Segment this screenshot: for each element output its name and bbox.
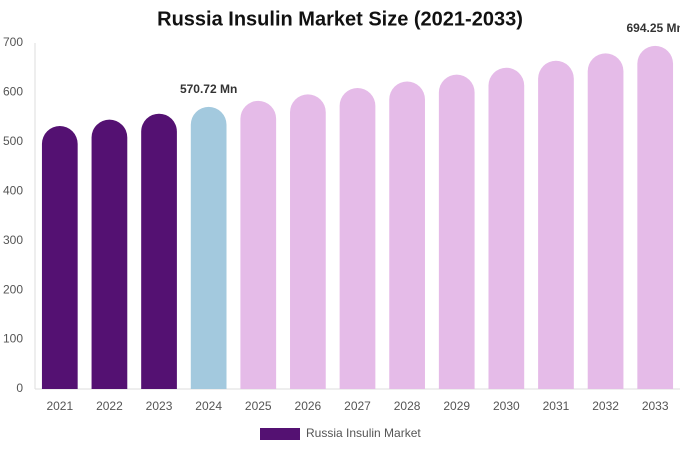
value-label: 694.25 Mn [627, 21, 680, 35]
y-tick-label: 500 [3, 134, 23, 148]
legend-label: Russia Insulin Market [306, 426, 421, 440]
bar [339, 87, 376, 390]
bar [240, 100, 277, 390]
y-tick-label: 100 [3, 332, 23, 346]
x-tick-label: 2022 [96, 399, 123, 413]
bar [389, 81, 425, 389]
y-tick-label: 0 [16, 381, 23, 395]
y-tick-label: 300 [3, 233, 23, 247]
x-tick-label: 2028 [394, 399, 421, 413]
x-tick-label: 2026 [295, 399, 322, 413]
bar [438, 74, 475, 390]
x-tick-label: 2023 [146, 399, 173, 413]
y-tick-label: 600 [3, 85, 23, 99]
bar [587, 53, 624, 389]
y-tick-label: 700 [3, 35, 23, 49]
y-tick-label: 200 [3, 282, 23, 296]
legend-swatch [260, 428, 300, 440]
x-tick-label: 2024 [195, 399, 222, 413]
bar [190, 106, 227, 390]
bar [91, 119, 128, 390]
x-tick-label: 2032 [592, 399, 619, 413]
x-tick-label: 2021 [46, 399, 73, 413]
bar [637, 45, 674, 390]
bar [141, 113, 177, 390]
bar [290, 94, 326, 390]
x-tick-label: 2029 [443, 399, 470, 413]
x-tick-label: 2027 [344, 399, 371, 413]
bar [488, 67, 525, 389]
bar [538, 60, 574, 389]
value-label: 570.72 Mn [180, 82, 237, 96]
bar [41, 126, 78, 389]
x-tick-label: 2030 [493, 399, 520, 413]
chart-title: Russia Insulin Market Size (2021-2033) [157, 8, 523, 30]
x-tick-label: 2033 [642, 399, 669, 413]
x-tick-label: 2031 [543, 399, 570, 413]
x-tick-label: 2025 [245, 399, 272, 413]
y-tick-label: 400 [3, 183, 23, 197]
